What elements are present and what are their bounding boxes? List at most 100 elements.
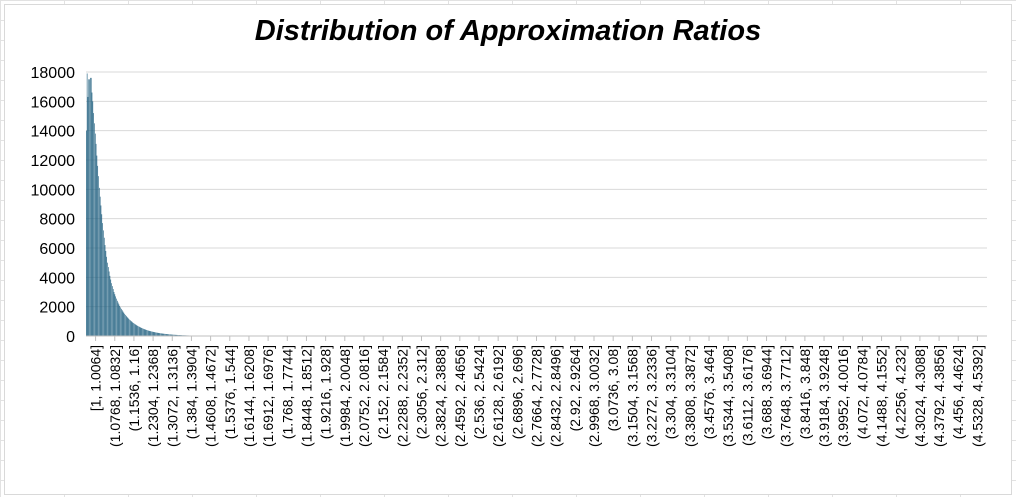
bar xyxy=(172,334,174,336)
bar xyxy=(92,101,94,336)
y-tick-label: 0 xyxy=(66,329,75,346)
bar xyxy=(174,334,175,336)
bar xyxy=(164,333,165,336)
bar xyxy=(152,331,154,336)
bar xyxy=(149,331,151,336)
bar xyxy=(163,333,165,336)
bar xyxy=(173,334,174,336)
x-tick-label: (1.2304, 1.2368] xyxy=(145,345,161,447)
x-tick-label: (2.92, 2.9264] xyxy=(567,345,583,431)
x-tick-label: (2.9968, 3.0032] xyxy=(586,345,602,447)
bar xyxy=(165,333,166,336)
bar xyxy=(147,330,148,336)
bar xyxy=(87,96,89,337)
bar xyxy=(157,332,159,336)
x-tick-label: (2.8432, 2.8496] xyxy=(548,345,564,447)
x-tick-label: (1.9984, 2.0048] xyxy=(337,345,353,447)
bar xyxy=(94,133,96,336)
y-tick-label: 10000 xyxy=(31,182,76,199)
bar xyxy=(132,322,134,336)
bar xyxy=(99,187,100,336)
x-tick-label: (3.2272, 3.2336] xyxy=(644,345,660,447)
x-tick-label: (1.0768, 1.0832] xyxy=(107,345,123,447)
bar xyxy=(153,332,155,336)
bar xyxy=(161,333,162,336)
bar xyxy=(107,262,108,336)
bar xyxy=(116,300,118,336)
x-tick-label: (4.072, 4.0784] xyxy=(854,345,870,439)
bar xyxy=(112,289,114,336)
bar xyxy=(137,325,138,336)
bar xyxy=(160,333,161,336)
bar xyxy=(151,331,152,336)
bar xyxy=(102,223,103,336)
y-tick-label: 18000 xyxy=(31,65,76,82)
bar xyxy=(147,330,149,336)
x-tick-label: (4.3024, 4.3088] xyxy=(912,345,928,447)
y-tick-label: 8000 xyxy=(39,212,75,229)
bar xyxy=(120,307,121,336)
x-tick-label: (1.6144, 1.6208] xyxy=(241,345,257,447)
bar xyxy=(167,334,169,336)
x-tick-label: (1.1536, 1.16] xyxy=(126,345,142,431)
bar xyxy=(106,256,107,336)
x-tick-label: (2.3824, 2.3888] xyxy=(433,345,449,447)
bar xyxy=(129,319,130,336)
bar xyxy=(122,311,124,336)
y-gridlines xyxy=(86,71,987,337)
x-tick-label: (3.304, 3.3104] xyxy=(663,345,679,439)
bar xyxy=(143,328,144,336)
bar xyxy=(162,333,164,336)
plot-area: 0 2000 4000 6000 8000 10000 12000 14000 16000 180… xyxy=(31,65,987,447)
bar xyxy=(121,308,122,336)
bar xyxy=(168,334,169,336)
bar xyxy=(130,321,132,336)
bar xyxy=(90,77,92,337)
x-tick-label: (3.9184, 3.9248] xyxy=(816,345,832,447)
chart-area[interactable]: Distribution of Approximation Ratios 0 20… xyxy=(4,4,1012,495)
x-tick-label: (1.6912, 1.6976] xyxy=(260,345,276,447)
chart-title: Distribution of Approximation Ratios xyxy=(254,15,762,47)
bar xyxy=(98,176,99,336)
bar xyxy=(119,305,121,336)
bar xyxy=(95,143,97,336)
x-tick-label: (2.4592, 2.4656] xyxy=(452,345,468,447)
bar xyxy=(100,205,102,336)
bar xyxy=(131,321,133,336)
bar xyxy=(140,327,142,336)
x-tick-label: [1, 1.0064] xyxy=(88,345,104,411)
bar xyxy=(108,267,109,336)
bar xyxy=(134,324,136,336)
bar xyxy=(169,334,171,336)
bar xyxy=(114,294,116,336)
x-tick-label: (1.5376, 1.544] xyxy=(222,345,238,439)
x-tick-label: (3.8416, 3.848] xyxy=(797,345,813,439)
bar xyxy=(170,334,172,336)
x-tick-label: (2.2288, 2.2352] xyxy=(394,345,410,447)
bar xyxy=(148,330,150,336)
bar xyxy=(166,334,168,336)
bar xyxy=(128,318,130,336)
bar xyxy=(103,237,105,336)
bar xyxy=(86,130,87,336)
bar xyxy=(139,327,141,336)
x-tick-label: (3.3808, 3.3872] xyxy=(682,345,698,447)
bar xyxy=(124,313,125,336)
x-tick-label: (2.6128, 2.6192] xyxy=(490,345,506,447)
x-tick-label: (1.8448, 1.8512] xyxy=(298,345,314,447)
bar xyxy=(143,329,145,336)
bar xyxy=(93,113,94,336)
x-tick-label: (2.6896, 2.696] xyxy=(509,345,525,439)
bar xyxy=(103,230,104,336)
bar xyxy=(125,314,126,336)
bar xyxy=(97,165,99,336)
bar xyxy=(123,312,125,336)
bar xyxy=(165,334,167,336)
bar xyxy=(135,324,137,336)
x-tick-label: (1.3072, 1.3136] xyxy=(164,345,180,447)
bar xyxy=(90,77,91,337)
bar xyxy=(141,328,143,336)
bar xyxy=(121,310,123,336)
bar xyxy=(109,275,111,336)
x-tick-label: (1.384, 1.3904] xyxy=(183,345,199,439)
